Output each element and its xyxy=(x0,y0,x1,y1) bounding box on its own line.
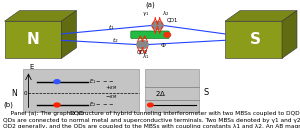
FancyBboxPatch shape xyxy=(131,31,169,39)
Circle shape xyxy=(137,41,148,49)
Text: $t_2$: $t_2$ xyxy=(112,36,119,45)
FancyBboxPatch shape xyxy=(145,70,199,112)
Text: $\gamma_1$: $\gamma_1$ xyxy=(142,10,150,18)
Text: $\lambda_1$: $\lambda_1$ xyxy=(142,52,150,61)
Circle shape xyxy=(152,21,163,29)
Text: Panel (a): The graphic structure of hybrid tunneling interferometer with two MBS: Panel (a): The graphic structure of hybr… xyxy=(3,111,300,128)
FancyBboxPatch shape xyxy=(23,70,139,112)
Text: $\lambda_2$: $\lambda_2$ xyxy=(162,9,169,18)
Text: $E_2- - -$: $E_2- - -$ xyxy=(89,100,115,109)
Text: (a): (a) xyxy=(145,2,155,8)
Circle shape xyxy=(54,80,60,84)
Text: 0: 0 xyxy=(23,91,27,96)
Text: (b): (b) xyxy=(4,101,14,108)
Circle shape xyxy=(164,33,171,37)
Text: QD1: QD1 xyxy=(167,17,178,22)
Text: S: S xyxy=(250,32,260,47)
Text: E: E xyxy=(29,64,34,70)
Circle shape xyxy=(54,103,60,107)
Text: N: N xyxy=(27,32,39,47)
Polygon shape xyxy=(4,21,62,58)
Polygon shape xyxy=(225,21,282,58)
Polygon shape xyxy=(225,11,297,21)
Text: $+\varepsilon_M$: $+\varepsilon_M$ xyxy=(105,83,117,92)
Circle shape xyxy=(148,103,153,107)
Text: QD2: QD2 xyxy=(136,49,148,54)
Text: DQD: DQD xyxy=(70,110,84,115)
Polygon shape xyxy=(282,11,297,58)
Text: $t_1$: $t_1$ xyxy=(108,23,115,31)
Text: $E_1- - -$: $E_1- - -$ xyxy=(89,77,115,86)
Text: N: N xyxy=(11,89,17,98)
Text: $\Phi$: $\Phi$ xyxy=(160,41,167,49)
Polygon shape xyxy=(61,11,76,58)
Text: $-\varepsilon_M$: $-\varepsilon_M$ xyxy=(105,93,117,101)
Text: $2\Delta$: $2\Delta$ xyxy=(155,89,166,98)
Polygon shape xyxy=(4,11,76,21)
Text: S: S xyxy=(204,88,209,97)
